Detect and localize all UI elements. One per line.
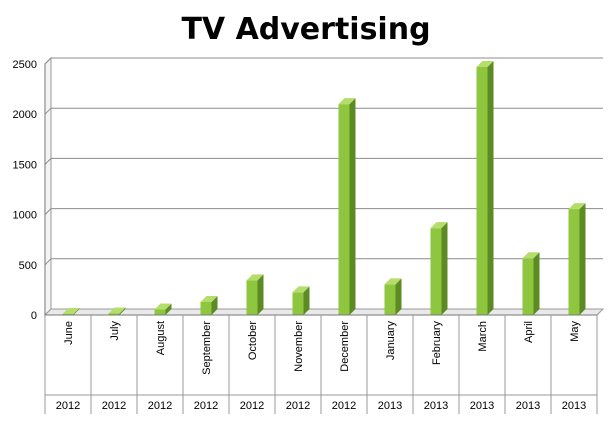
bar-front	[246, 280, 258, 315]
bar-top	[430, 222, 448, 229]
bar-side	[257, 274, 264, 315]
bar-top	[292, 286, 310, 293]
bar-front	[62, 313, 74, 315]
year-label: 2013	[562, 400, 586, 412]
axis-layer: 0 500 1000 1500 2000 2500 June July August Septem…	[13, 59, 598, 414]
gridline	[44, 208, 603, 215]
bar-front	[292, 292, 304, 315]
y-tick-label: 1000	[13, 210, 37, 222]
floor	[43, 308, 605, 316]
bar-side	[579, 203, 586, 315]
bar-front	[338, 104, 350, 315]
year-label: 2012	[102, 400, 126, 412]
year-label: 2012	[148, 400, 172, 412]
year-label: 2012	[240, 400, 264, 412]
x-tick-label: January	[385, 321, 397, 361]
bar-side	[441, 222, 448, 315]
y-tick-label: 0	[31, 310, 37, 322]
year-label: 2012	[332, 400, 356, 412]
x-tick-label: April	[523, 321, 535, 343]
bar	[384, 278, 402, 315]
bar-top	[246, 274, 264, 281]
bar	[568, 203, 586, 315]
y-tick-label: 2500	[13, 59, 37, 71]
bar	[292, 286, 310, 315]
bar	[154, 303, 172, 315]
bar-side	[165, 303, 172, 315]
x-tick-label: March	[477, 321, 489, 352]
year-label: 2013	[516, 400, 540, 412]
bar-top	[384, 278, 402, 285]
grid-layer	[43, 56, 605, 317]
gridline	[44, 157, 603, 165]
x-tick-label: May	[569, 321, 581, 342]
x-tick-label: November	[293, 321, 305, 372]
bar	[62, 307, 80, 315]
gridline	[44, 107, 603, 115]
year-label: 2013	[424, 400, 448, 412]
bars-layer	[62, 61, 586, 316]
bar-front	[154, 309, 166, 315]
year-label: 2013	[470, 400, 494, 412]
side-wall	[44, 56, 52, 317]
y-tick-label: 500	[19, 260, 37, 272]
bar	[522, 252, 540, 315]
year-label: 2013	[378, 400, 402, 412]
bar	[246, 274, 264, 315]
x-tick-label: June	[63, 321, 75, 345]
x-tick-label: September	[201, 321, 213, 375]
y-tick-label: 1500	[13, 159, 37, 171]
bar-front	[200, 301, 212, 315]
bar-front	[522, 258, 534, 315]
bar-top	[108, 307, 126, 314]
bar-side	[211, 295, 218, 315]
year-label: 2012	[194, 400, 218, 412]
bar-front	[108, 313, 120, 315]
gridline	[44, 258, 603, 266]
bar-top	[200, 295, 218, 302]
gridline	[44, 57, 603, 65]
bar-top	[62, 307, 80, 314]
bar-side	[73, 307, 80, 315]
x-tick-label: February	[431, 321, 443, 366]
bar-side	[119, 307, 126, 315]
bar-side	[349, 98, 356, 315]
bar-front	[568, 209, 580, 315]
bar-top	[338, 98, 356, 105]
bar	[430, 222, 448, 315]
year-label: 2012	[56, 400, 80, 412]
bar-front	[430, 228, 442, 315]
bar-top	[522, 252, 540, 259]
bar	[200, 295, 218, 315]
bar-side	[533, 252, 540, 315]
bar	[108, 307, 126, 315]
x-tick-label: October	[247, 321, 259, 360]
bar-side	[395, 278, 402, 315]
bar	[476, 61, 494, 316]
bar-top	[568, 203, 586, 210]
bar-side	[303, 286, 310, 315]
bar-front	[384, 284, 396, 315]
chart-title: TV Advertising	[181, 12, 431, 47]
bar-top	[476, 61, 494, 68]
bar-front	[476, 67, 488, 316]
bar	[338, 98, 356, 315]
bar-side	[487, 61, 494, 316]
x-tick-label: July	[109, 321, 121, 341]
y-tick-label: 2000	[13, 109, 37, 121]
bar-top	[154, 303, 172, 310]
x-tick-label: August	[155, 321, 167, 355]
year-label: 2012	[286, 400, 310, 412]
x-tick-label: December	[339, 321, 351, 372]
